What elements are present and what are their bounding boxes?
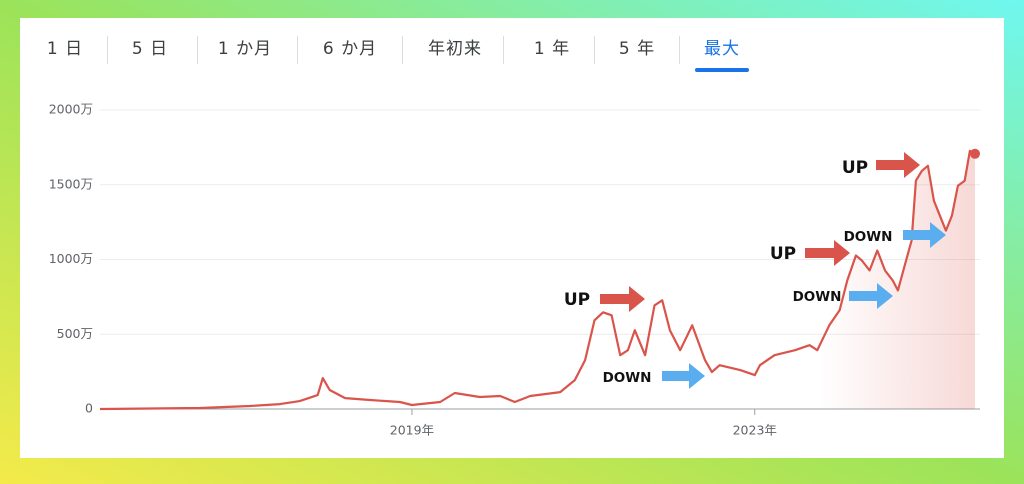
y-tick-label: 1500万: [49, 176, 93, 191]
x-tick-label: 2023年: [733, 423, 777, 438]
annotation-arrow: [876, 152, 920, 178]
annotation-label: UP: [564, 290, 590, 310]
annotation-arrow: [849, 283, 893, 309]
tab[interactable]: 年初来: [428, 39, 482, 59]
tab[interactable]: 最大: [704, 39, 740, 59]
tab-underline: [695, 68, 749, 72]
x-tick-label: 2019年: [390, 423, 434, 438]
tab[interactable]: 6 か月: [323, 39, 377, 59]
tab-bar: 1 日 5 日 1 か月 6 か月 年初来 1 年 5 年 最大: [47, 36, 749, 72]
annotation-arrow: [662, 363, 705, 389]
annotation-label: DOWN: [793, 289, 842, 305]
tab[interactable]: 1 年: [534, 39, 570, 59]
y-tick-label: 0: [85, 401, 93, 416]
area: [100, 150, 975, 410]
end-dot: [970, 148, 980, 159]
tab[interactable]: 1 か月: [218, 39, 272, 59]
annotation-arrow: [903, 222, 946, 248]
annotation-label: UP: [770, 244, 796, 264]
y-tick-label: 1000万: [49, 251, 93, 266]
tab[interactable]: 5 年: [619, 39, 655, 59]
annotation-label: UP: [842, 158, 868, 178]
y-tick-label: 2000万: [49, 102, 93, 117]
annotation-label: DOWN: [844, 229, 893, 245]
y-tick-label: 500万: [57, 326, 93, 341]
annotation-arrow: [805, 240, 850, 266]
annotation-label: DOWN: [603, 370, 652, 386]
tab[interactable]: 1 日: [47, 39, 83, 59]
tab[interactable]: 5 日: [132, 39, 168, 59]
plot: 0 500万 1000万 1500万 2000万 2019年 2023年 UP DOWN UP DO…: [49, 102, 980, 438]
annotation-arrow: [600, 286, 645, 312]
